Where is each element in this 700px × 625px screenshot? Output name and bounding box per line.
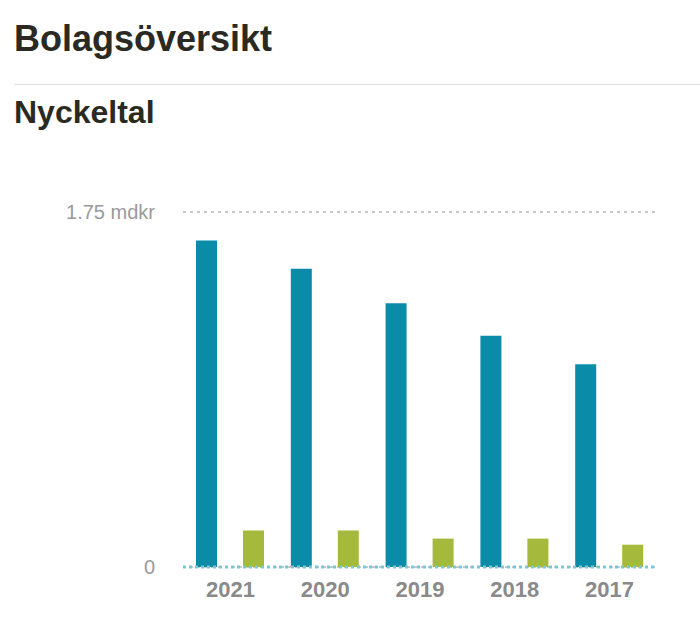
svg-text:2020: 2020 bbox=[301, 577, 350, 602]
svg-text:2019: 2019 bbox=[396, 577, 445, 602]
svg-text:0: 0 bbox=[144, 556, 155, 578]
svg-text:1.75 mdkr: 1.75 mdkr bbox=[66, 201, 155, 223]
svg-text:2018: 2018 bbox=[490, 577, 539, 602]
svg-text:2017: 2017 bbox=[585, 577, 634, 602]
html-text:Nyckeltal: Nyckeltal bbox=[14, 94, 155, 130]
html-text:Bolagsöversikt: Bolagsöversikt bbox=[14, 18, 273, 59]
svg-text:2021: 2021 bbox=[206, 577, 255, 602]
